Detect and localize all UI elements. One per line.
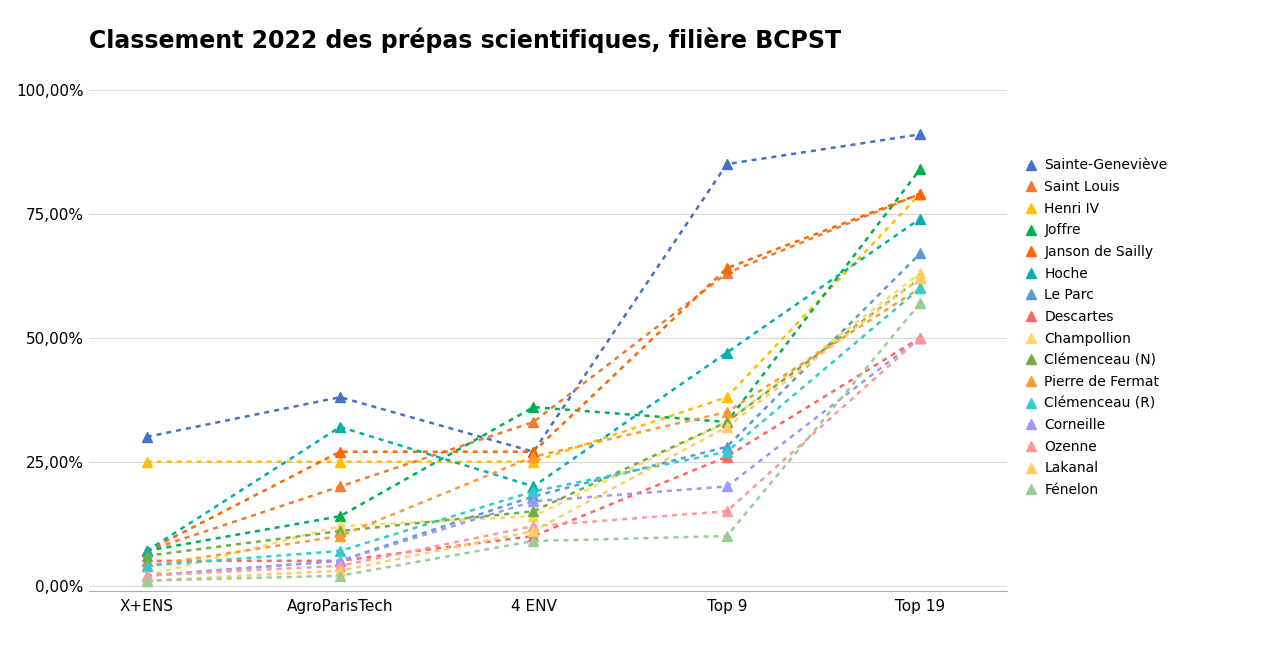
Le Parc [526, 493, 541, 500]
Le Parc [139, 572, 155, 580]
Hoche [139, 547, 155, 555]
Corneille [139, 572, 155, 580]
Line: Champollion: Champollion [142, 268, 925, 581]
Clémenceau (R) [720, 448, 735, 456]
Champollion [332, 522, 347, 530]
Line: Sainte-Geneviève: Sainte-Geneviève [142, 129, 925, 457]
Le Parc [912, 249, 927, 257]
Lakanal [720, 423, 735, 431]
Clémenceau (R) [912, 284, 927, 292]
Line: Lakanal: Lakanal [142, 273, 925, 585]
Janson de Sailly [526, 448, 541, 456]
Descartes [720, 453, 735, 461]
Janson de Sailly [912, 190, 927, 198]
Hoche [526, 483, 541, 491]
Sainte-Geneviève [139, 433, 155, 441]
Lakanal [526, 527, 541, 535]
Janson de Sailly [332, 448, 347, 456]
Ozenne [526, 522, 541, 530]
Line: Ozenne: Ozenne [142, 333, 925, 581]
Saint Louis [912, 190, 927, 198]
Janson de Sailly [720, 264, 735, 272]
Ozenne [139, 572, 155, 580]
Sainte-Geneviève [720, 160, 735, 168]
Legend: Sainte-Geneviève, Saint Louis, Henri IV, Joffre, Janson de Sailly, Hoche, Le Par: Sainte-Geneviève, Saint Louis, Henri IV,… [1024, 154, 1172, 501]
Descartes [139, 557, 155, 565]
Le Parc [720, 443, 735, 450]
Corneille [526, 497, 541, 505]
Champollion [139, 572, 155, 580]
Descartes [526, 532, 541, 540]
Line: Fénelon: Fénelon [142, 298, 925, 585]
Champollion [526, 512, 541, 520]
Pierre de Fermat [912, 284, 927, 292]
Joffre [720, 418, 735, 426]
Clémenceau (R) [526, 487, 541, 495]
Henri IV [139, 458, 155, 465]
Fénelon [912, 299, 927, 307]
Line: Clémenceau (N): Clémenceau (N) [142, 273, 925, 561]
Pierre de Fermat [139, 562, 155, 570]
Clémenceau (R) [332, 547, 347, 555]
Ozenne [912, 334, 927, 341]
Pierre de Fermat [332, 532, 347, 540]
Clémenceau (N) [720, 418, 735, 426]
Corneille [720, 483, 735, 491]
Line: Corneille: Corneille [142, 333, 925, 581]
Pierre de Fermat [526, 453, 541, 461]
Pierre de Fermat [720, 408, 735, 416]
Joffre [139, 547, 155, 555]
Saint Louis [720, 269, 735, 277]
Le Parc [332, 557, 347, 565]
Clémenceau (N) [139, 552, 155, 560]
Descartes [912, 334, 927, 341]
Ozenne [720, 508, 735, 515]
Clémenceau (N) [526, 508, 541, 515]
Hoche [720, 349, 735, 356]
Fénelon [720, 532, 735, 540]
Saint Louis [332, 483, 347, 491]
Line: Hoche: Hoche [142, 214, 925, 556]
Descartes [332, 557, 347, 565]
Janson de Sailly [139, 547, 155, 555]
Line: Le Parc: Le Parc [142, 249, 925, 581]
Line: Clémenceau (R): Clémenceau (R) [142, 283, 925, 570]
Joffre [912, 165, 927, 173]
Lakanal [332, 567, 347, 574]
Sainte-Geneviève [526, 448, 541, 456]
Saint Louis [526, 418, 541, 426]
Corneille [912, 334, 927, 341]
Henri IV [332, 458, 347, 465]
Champollion [912, 269, 927, 277]
Saint Louis [139, 547, 155, 555]
Clémenceau (R) [139, 562, 155, 570]
Line: Janson de Sailly: Janson de Sailly [142, 189, 925, 556]
Fénelon [526, 537, 541, 545]
Clémenceau (N) [332, 527, 347, 535]
Sainte-Geneviève [332, 393, 347, 401]
Fénelon [139, 577, 155, 585]
Joffre [332, 512, 347, 520]
Henri IV [912, 190, 927, 198]
Lakanal [912, 275, 927, 282]
Hoche [332, 423, 347, 431]
Ozenne [332, 562, 347, 570]
Line: Pierre de Fermat: Pierre de Fermat [142, 283, 925, 570]
Henri IV [720, 393, 735, 401]
Line: Henri IV: Henri IV [142, 189, 925, 467]
Clémenceau (N) [912, 275, 927, 282]
Lakanal [139, 577, 155, 585]
Line: Joffre: Joffre [142, 164, 925, 556]
Champollion [720, 418, 735, 426]
Line: Saint Louis: Saint Louis [142, 189, 925, 556]
Henri IV [526, 458, 541, 465]
Joffre [526, 403, 541, 411]
Corneille [332, 557, 347, 565]
Fénelon [332, 572, 347, 580]
Sainte-Geneviève [912, 130, 927, 138]
Hoche [912, 215, 927, 223]
Text: Classement 2022 des prépas scientifiques, filière BCPST: Classement 2022 des prépas scientifiques… [89, 28, 841, 53]
Line: Descartes: Descartes [142, 333, 925, 566]
